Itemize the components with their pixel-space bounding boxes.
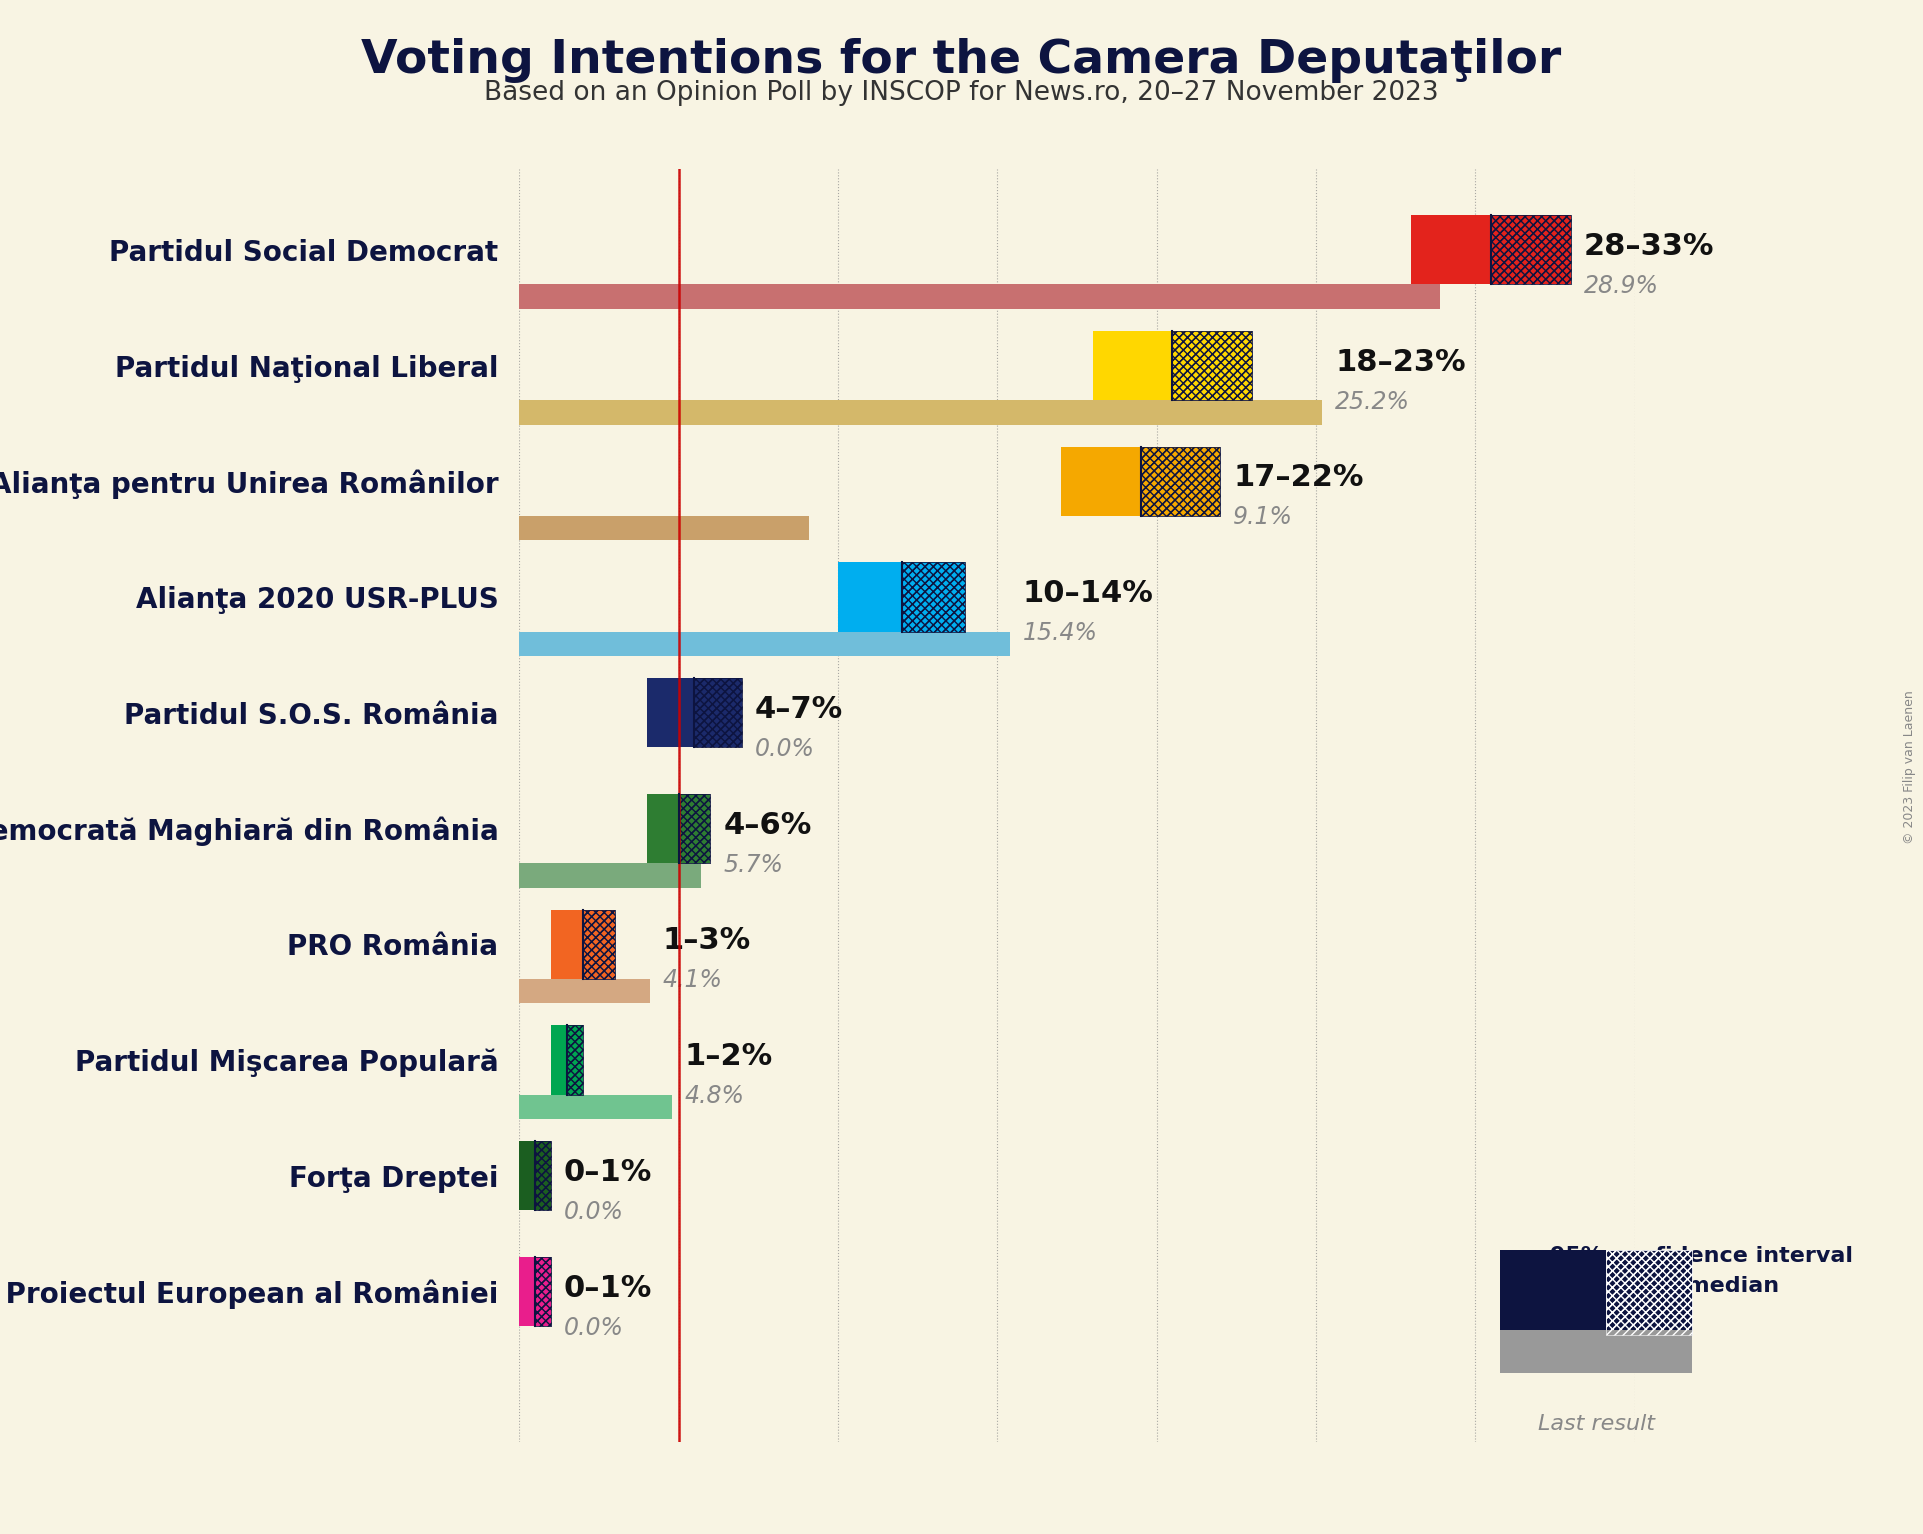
Bar <box>694 678 742 747</box>
Bar <box>519 1256 535 1327</box>
Bar <box>552 1025 567 1095</box>
Text: 4–6%: 4–6% <box>723 810 812 839</box>
Text: 0.0%: 0.0% <box>563 1200 623 1224</box>
Text: 4.8%: 4.8% <box>685 1085 744 1108</box>
Bar <box>1140 446 1221 515</box>
Bar <box>1490 215 1571 284</box>
Bar <box>583 910 615 979</box>
Text: Based on an Opinion Poll by INSCOP for News.ro, 20–27 November 2023: Based on an Opinion Poll by INSCOP for N… <box>485 80 1438 106</box>
Bar <box>1490 215 1571 284</box>
Bar <box>535 1256 552 1327</box>
Text: Last result: Last result <box>1538 1414 1654 1434</box>
Bar <box>535 1256 552 1327</box>
Bar <box>646 678 694 747</box>
Bar <box>519 1095 673 1118</box>
Bar <box>583 910 615 979</box>
Text: 5.7%: 5.7% <box>723 853 783 876</box>
Bar <box>583 910 615 979</box>
Text: 0.0%: 0.0% <box>563 1316 623 1339</box>
Bar <box>519 1141 535 1210</box>
Text: 28.9%: 28.9% <box>1583 275 1658 298</box>
Text: 95% confidence interval: 95% confidence interval <box>1550 1246 1854 1266</box>
Text: with median: with median <box>1625 1276 1779 1296</box>
Text: 15.4%: 15.4% <box>1023 621 1098 646</box>
Bar <box>679 793 710 864</box>
Bar <box>567 1025 583 1095</box>
Text: 0–1%: 0–1% <box>563 1158 652 1187</box>
Bar <box>535 1141 552 1210</box>
Text: 17–22%: 17–22% <box>1233 463 1363 492</box>
Bar <box>519 284 1440 308</box>
Text: © 2023 Filip van Laenen: © 2023 Filip van Laenen <box>1904 690 1915 844</box>
Bar <box>838 563 902 632</box>
Bar <box>519 515 810 540</box>
Text: Voting Intentions for the Camera Deputaţilor: Voting Intentions for the Camera Deputaţ… <box>362 38 1561 83</box>
Text: 18–23%: 18–23% <box>1335 348 1465 376</box>
Text: 0.0%: 0.0% <box>756 736 815 761</box>
Text: 10–14%: 10–14% <box>1023 578 1154 607</box>
Bar <box>567 1025 583 1095</box>
Text: 9.1%: 9.1% <box>1233 505 1292 529</box>
Bar <box>1092 331 1173 400</box>
Bar <box>1173 331 1252 400</box>
Text: 28–33%: 28–33% <box>1583 232 1713 261</box>
Bar <box>679 793 710 864</box>
Bar <box>519 400 1323 425</box>
Bar <box>1140 446 1221 515</box>
Bar <box>519 632 1010 657</box>
Bar <box>535 1141 552 1210</box>
Bar <box>1411 215 1490 284</box>
Bar <box>1140 446 1221 515</box>
Text: 4–7%: 4–7% <box>756 695 844 724</box>
Bar <box>535 1141 552 1210</box>
Bar <box>519 979 650 1003</box>
Text: 4.1%: 4.1% <box>663 968 723 992</box>
Bar <box>1173 331 1252 400</box>
Bar <box>1173 331 1252 400</box>
Bar <box>1490 215 1571 284</box>
Bar <box>519 864 700 888</box>
Text: 1–2%: 1–2% <box>685 1042 773 1071</box>
Bar <box>552 910 583 979</box>
Bar <box>567 1025 583 1095</box>
Text: 0–1%: 0–1% <box>563 1273 652 1302</box>
Bar <box>679 793 710 864</box>
Bar <box>694 678 742 747</box>
Bar <box>902 563 965 632</box>
Bar <box>902 563 965 632</box>
Text: 1–3%: 1–3% <box>663 927 750 956</box>
Bar <box>902 563 965 632</box>
Bar <box>1061 446 1140 515</box>
Bar <box>694 678 742 747</box>
Bar <box>535 1256 552 1327</box>
Bar <box>646 793 679 864</box>
Text: 25.2%: 25.2% <box>1335 390 1410 414</box>
